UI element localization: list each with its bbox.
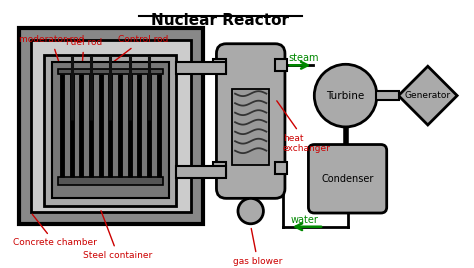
Text: Fuel rod: Fuel rod: [66, 38, 102, 76]
Bar: [176, 166, 226, 178]
Bar: [212, 59, 226, 73]
Text: Control rod: Control rod: [112, 35, 168, 63]
Bar: [30, 40, 191, 212]
Circle shape: [314, 64, 377, 127]
Text: moderator rod: moderator rod: [19, 35, 84, 69]
Text: water: water: [291, 215, 319, 225]
FancyBboxPatch shape: [217, 44, 285, 198]
Text: Condenser: Condenser: [321, 174, 374, 184]
Text: Turbine: Turbine: [327, 91, 365, 100]
Bar: [19, 28, 203, 224]
Text: gas blower: gas blower: [233, 228, 283, 266]
Bar: [232, 89, 269, 165]
Polygon shape: [399, 66, 457, 125]
Bar: [58, 69, 163, 74]
FancyBboxPatch shape: [309, 144, 387, 213]
Text: Nuclear Reactor: Nuclear Reactor: [151, 13, 289, 28]
Bar: [275, 59, 287, 71]
Text: Steel container: Steel container: [83, 211, 153, 260]
Bar: [52, 62, 168, 198]
Bar: [176, 62, 226, 74]
Text: steam: steam: [289, 53, 319, 63]
Bar: [58, 177, 163, 185]
Text: Concrete chamber: Concrete chamber: [13, 214, 97, 247]
Bar: [44, 54, 176, 206]
Bar: [275, 162, 287, 174]
Bar: [376, 91, 400, 100]
Circle shape: [238, 198, 264, 224]
Text: Generator: Generator: [405, 91, 451, 100]
Text: heat
exchanger: heat exchanger: [277, 101, 331, 153]
Bar: [212, 162, 226, 176]
